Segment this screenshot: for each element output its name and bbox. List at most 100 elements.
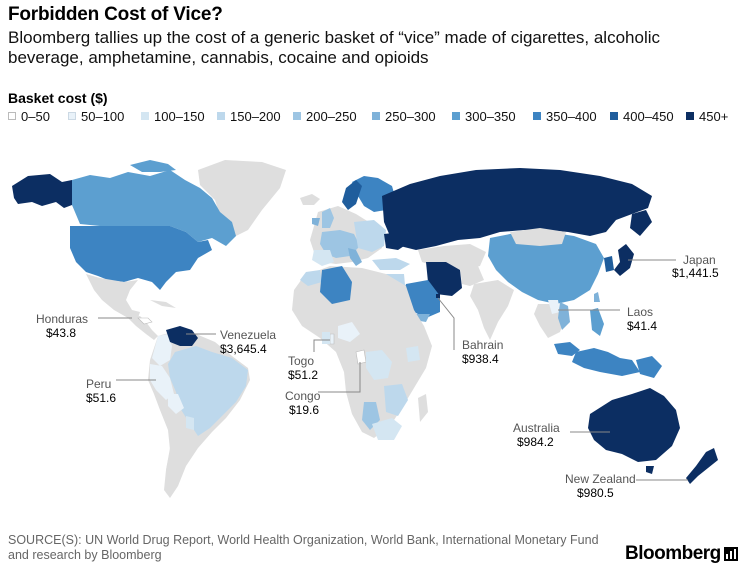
callout-value-venezuela: $3,645.4 <box>220 342 267 356</box>
callout-value-togo: $51.2 <box>288 368 319 382</box>
region-ukraine <box>384 232 410 250</box>
region-mexico <box>86 274 140 318</box>
legend-title: Basket cost ($) <box>8 90 108 106</box>
legend-swatch <box>293 112 301 120</box>
region-bolivia <box>168 394 184 414</box>
legend-label: 350–400 <box>546 108 597 124</box>
region-paraguay <box>186 416 194 430</box>
region-bahrain <box>436 294 440 298</box>
region-southern-africa <box>384 384 408 416</box>
callout-name-australia: Australia <box>513 421 560 435</box>
legend-item-400-450: 400–450 <box>610 107 674 125</box>
region-central-america <box>128 316 158 340</box>
region-russia-east <box>630 210 652 236</box>
region-drc <box>366 350 392 380</box>
legend-label: 50–100 <box>81 108 125 124</box>
legend-swatch <box>8 112 16 120</box>
legend-swatch <box>610 112 618 120</box>
legend-label: 100–150 <box>154 108 205 124</box>
region-new-zealand <box>686 448 718 484</box>
region-norway <box>342 180 362 210</box>
region-korea <box>604 256 614 272</box>
bloomberg-chart-icon <box>723 547 738 561</box>
legend-label: 250–300 <box>385 108 436 124</box>
region-canada-islands <box>130 160 176 172</box>
callout-name-new-zealand: New Zealand <box>565 472 636 486</box>
legend-swatch <box>533 112 541 120</box>
region-colombia <box>152 334 172 366</box>
region-greenland <box>198 160 286 238</box>
legend-label: 150–200 <box>230 108 281 124</box>
callout-value-honduras: $43.8 <box>46 326 77 340</box>
legend-swatch <box>452 112 460 120</box>
callout-name-peru: Peru <box>86 377 112 391</box>
legend-item-100-150: 100–150 <box>141 107 205 125</box>
region-laos <box>548 300 560 314</box>
legend-swatch <box>217 112 225 120</box>
legend-label: 0–50 <box>21 108 50 124</box>
region-alaska <box>12 174 72 208</box>
region-canada <box>72 170 236 246</box>
region-mongolia <box>510 228 566 246</box>
callout-value-bahrain: $938.4 <box>462 352 499 366</box>
legend-item-300-350: 300–350 <box>452 107 516 125</box>
region-iceland <box>300 194 320 205</box>
callout-value-japan: $1,441.5 <box>672 266 719 280</box>
region-ghana <box>322 332 330 344</box>
legend-item-450-plus: 450+ <box>686 107 728 125</box>
region-vietnam <box>558 302 570 330</box>
region-ireland <box>312 218 320 226</box>
chart-title: Forbidden Cost of Vice? <box>8 4 223 25</box>
region-ethiopia <box>398 326 424 344</box>
region-italy <box>348 248 362 266</box>
legend-item-50-100: 50–100 <box>68 107 124 125</box>
region-australia <box>588 388 680 462</box>
legend-swatch <box>372 112 380 120</box>
region-argentina <box>166 416 194 492</box>
legend-item-250-300: 250–300 <box>372 107 436 125</box>
legend-swatch <box>686 112 694 120</box>
region-brazil <box>168 346 248 436</box>
callout-value-laos: $41.4 <box>627 319 658 333</box>
legend-label: 300–350 <box>465 108 516 124</box>
region-russia <box>382 168 652 250</box>
region-algeria <box>320 266 352 304</box>
callout-name-laos: Laos <box>627 305 654 319</box>
region-honduras <box>137 317 153 325</box>
legend-label: 400–450 <box>623 108 674 124</box>
region-spain <box>312 250 334 266</box>
legend-item-150-200: 150–200 <box>217 107 281 125</box>
callout-leaders <box>98 259 688 481</box>
region-congo <box>355 349 367 365</box>
region-japan <box>614 244 634 276</box>
legend-label: 450+ <box>699 108 729 124</box>
region-usa <box>70 226 212 290</box>
legend-item-200-250: 200–250 <box>293 107 357 125</box>
region-south-africa <box>372 418 402 440</box>
region-uk <box>322 208 334 228</box>
region-turkey <box>372 258 410 270</box>
callout-name-japan: Japan <box>683 253 716 267</box>
region-kenya <box>406 346 420 362</box>
region-nigeria <box>338 322 360 342</box>
callout-name-togo: Togo <box>288 354 315 368</box>
legend-swatch <box>68 112 76 120</box>
callout-name-honduras: Honduras <box>36 312 89 326</box>
legend-label: 200–250 <box>306 108 357 124</box>
region-iran <box>426 262 462 296</box>
region-taiwan <box>594 292 600 302</box>
legend-swatch <box>141 112 149 120</box>
callout-name-bahrain: Bahrain <box>462 338 504 352</box>
legend-item-350-400: 350–400 <box>533 107 597 125</box>
region-peru <box>150 364 174 400</box>
callout-value-peru: $51.6 <box>86 391 117 405</box>
source-note: SOURCE(S): UN World Drug Report, World H… <box>8 533 599 562</box>
callout-value-new-zealand: $980.5 <box>577 486 614 500</box>
region-eastern-europe <box>354 220 386 252</box>
leader-congo <box>318 362 361 393</box>
region-india <box>470 280 514 340</box>
callout-value-congo: $19.6 <box>289 403 320 417</box>
callout-name-congo: Congo <box>285 389 321 403</box>
callout-value-australia: $984.2 <box>517 435 554 449</box>
